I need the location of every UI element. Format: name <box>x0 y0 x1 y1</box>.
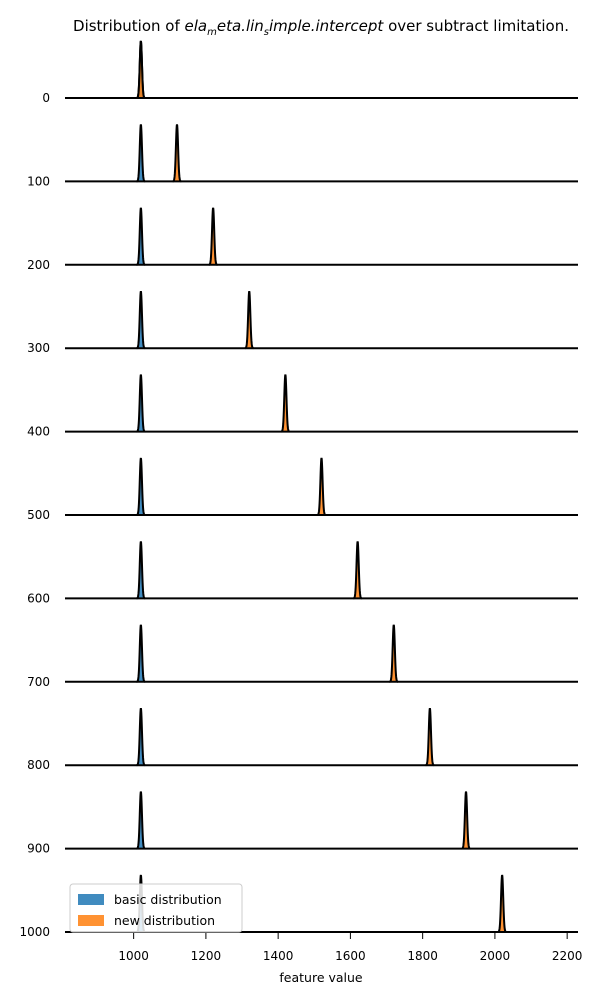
x-tick-label: 1800 <box>407 949 438 963</box>
new-density-area <box>353 541 362 599</box>
x-tick-label: 1200 <box>191 949 222 963</box>
ridges <box>65 40 578 933</box>
basic-density-line <box>136 541 146 600</box>
y-axis-ticks: 0 100 200 300 400 500 600 700 800 900 1000 <box>19 91 50 939</box>
basic-density-area <box>136 708 146 766</box>
new-density-line <box>461 791 471 850</box>
legend-frame <box>69 883 243 933</box>
x-tick-label: 2000 <box>480 949 511 963</box>
basic-density-area <box>136 791 146 849</box>
basic-density-line <box>136 457 146 516</box>
new-density-line <box>172 124 182 183</box>
basic-density-area <box>136 207 146 265</box>
new-density-area <box>425 708 435 766</box>
ridge-row <box>65 457 578 516</box>
basic-density-line <box>136 124 146 183</box>
basic-density-area <box>136 624 146 682</box>
new-density-line <box>497 874 507 933</box>
y-tick-label: 600 <box>27 591 50 605</box>
new-density-area <box>281 374 290 432</box>
x-tick-label: 1400 <box>263 949 294 963</box>
new-density-area <box>317 458 326 515</box>
x-tick-label: 1000 <box>118 949 149 963</box>
y-tick-label: 100 <box>27 174 50 188</box>
x-tick-label: 1600 <box>335 949 366 963</box>
new-density-area <box>136 41 146 98</box>
y-tick-label: 1000 <box>19 925 50 939</box>
new-density-line <box>425 708 435 767</box>
basic-density-line <box>136 207 146 266</box>
title-math-end: imple.intercept <box>269 17 384 35</box>
new-density-area <box>497 875 507 932</box>
basic-density-line <box>136 291 146 350</box>
legend-swatch-basic <box>78 894 104 905</box>
y-tick-label: 200 <box>27 258 50 272</box>
ridge-row <box>65 124 578 183</box>
ridge-row <box>65 207 578 266</box>
y-tick-label: 800 <box>27 758 50 772</box>
new-density-area <box>389 624 399 682</box>
new-density-line <box>353 541 363 600</box>
new-density-line <box>208 207 218 266</box>
title-math-sub2: s <box>264 27 269 38</box>
ridge-row <box>65 541 578 600</box>
y-tick-label: 500 <box>27 508 50 522</box>
basic-density-line <box>136 374 146 433</box>
new-density-area <box>172 124 182 182</box>
basic-density-line <box>136 708 146 767</box>
ridge-row <box>65 40 578 99</box>
y-tick-label: 0 <box>42 91 50 105</box>
basic-density-area <box>136 124 146 182</box>
ridge-row <box>65 791 578 850</box>
basic-density-line <box>136 791 146 850</box>
new-density-area <box>244 291 254 349</box>
x-axis: 1000 1200 1400 1600 1800 2000 2200 <box>118 933 582 963</box>
legend-swatch-new <box>78 915 104 926</box>
title-math: ela <box>185 17 208 35</box>
new-density-line <box>136 40 146 99</box>
x-axis-label: feature value <box>279 970 363 985</box>
new-density-line <box>244 291 254 350</box>
legend-label-basic: basic distribution <box>114 892 222 907</box>
ridge-row <box>65 624 578 683</box>
new-density-area <box>208 207 218 265</box>
legend: basic distribution new distribution <box>69 883 243 933</box>
y-tick-label: 700 <box>27 675 50 689</box>
basic-density-area <box>136 458 146 515</box>
title-suffix: over subtract limitation. <box>383 17 569 35</box>
new-density-line <box>280 374 290 433</box>
title-math-mid: eta.lin <box>217 17 264 35</box>
y-tick-label: 400 <box>27 425 50 439</box>
ridge-row <box>65 708 578 767</box>
ridge-row <box>65 374 578 433</box>
basic-density-area <box>136 291 146 349</box>
chart-title: Distribution of elameta.linsimple.interc… <box>73 17 569 38</box>
new-density-line <box>389 624 399 683</box>
title-math-sub1: m <box>207 27 217 38</box>
basic-density-area <box>136 541 146 599</box>
legend-label-new: new distribution <box>114 913 215 928</box>
y-tick-label: 900 <box>27 842 50 856</box>
basic-density-line <box>136 624 146 683</box>
title-prefix: Distribution of <box>73 17 185 35</box>
x-tick-label: 2200 <box>552 949 583 963</box>
new-density-area <box>461 791 471 849</box>
new-density-line <box>317 457 326 516</box>
y-tick-label: 300 <box>27 341 50 355</box>
basic-density-area <box>136 374 146 432</box>
ridge-row <box>65 291 578 350</box>
